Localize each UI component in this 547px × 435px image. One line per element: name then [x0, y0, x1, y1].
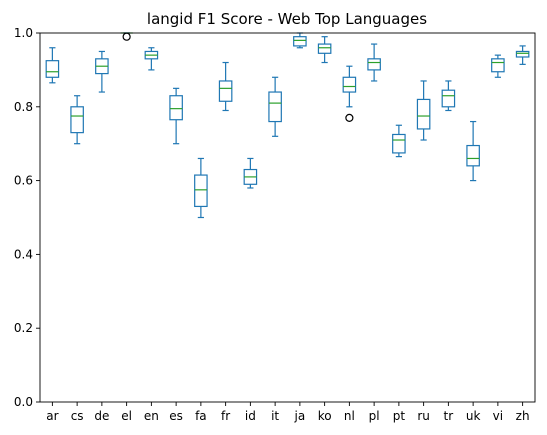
box-iqr: [218, 80, 233, 102]
y-tick-label: 0.6: [14, 174, 33, 188]
plot-area: [45, 32, 530, 219]
y-tick-label: 0.0: [14, 395, 33, 409]
box-group-pl: [367, 43, 381, 82]
box-iqr: [367, 58, 381, 71]
box-iqr: [293, 36, 307, 47]
box-group-ar: [45, 47, 60, 84]
y-tick-label: 0.8: [14, 100, 33, 114]
chart-title: langid F1 Score - Web Top Languages: [147, 10, 427, 28]
box-group-fa: [194, 157, 208, 219]
x-tick-label: tr: [444, 409, 454, 423]
box-iqr: [441, 89, 456, 108]
box-group-ru: [416, 80, 431, 141]
box-iqr: [268, 91, 282, 123]
x-tick-label: fr: [221, 409, 230, 423]
x-tick-label: pt: [393, 409, 406, 423]
x-tick-label: es: [169, 409, 183, 423]
box-group-en: [144, 47, 159, 71]
x-axis: ar cs de el en es fa fr id it ja ko nl pl pt ru tr uk vi zh: [46, 402, 530, 423]
x-tick-label: uk: [466, 409, 481, 423]
x-tick-label: ar: [46, 409, 58, 423]
outlier-point: [345, 113, 354, 122]
box-iqr: [466, 144, 480, 167]
x-tick-label: ru: [417, 409, 430, 423]
x-tick-label: it: [271, 409, 279, 423]
outlier-point: [122, 32, 131, 41]
x-tick-label: ja: [294, 409, 306, 423]
x-tick-label: en: [144, 409, 159, 423]
box-group-el: [120, 32, 133, 41]
box-group-es: [169, 87, 183, 145]
x-tick-label: nl: [344, 409, 355, 423]
box-iqr: [194, 174, 208, 208]
box-iqr: [491, 58, 505, 73]
x-tick-label: cs: [71, 409, 84, 423]
box-group-it: [268, 76, 282, 137]
x-tick-label: id: [245, 409, 256, 423]
y-tick-label: 0.4: [14, 247, 33, 261]
y-axis: 0.0 0.2 0.4 0.6 0.8 1.0: [14, 26, 40, 409]
box-iqr: [342, 76, 357, 93]
box-group-id: [243, 157, 258, 189]
x-tick-label: ko: [318, 409, 332, 423]
y-tick-label: 1.0: [14, 26, 33, 40]
box-iqr: [169, 95, 183, 121]
x-tick-label: fa: [195, 409, 207, 423]
box-iqr: [70, 106, 84, 134]
box-group-ja: [293, 32, 307, 49]
box-group-tr: [441, 80, 456, 112]
y-tick-label: 0.2: [14, 321, 33, 335]
axes-frame: [39, 32, 536, 403]
x-tick-label: vi: [493, 409, 503, 423]
box-group-vi: [491, 54, 505, 78]
box-group-zh: [515, 45, 530, 65]
box-group-nl: [342, 65, 357, 122]
box-iqr: [45, 60, 60, 78]
box-group-ko: [317, 36, 332, 64]
box-iqr: [392, 133, 406, 154]
box-iqr: [317, 43, 332, 54]
box-group-pt: [392, 124, 406, 158]
box-group-fr: [218, 61, 233, 112]
box-iqr: [416, 98, 431, 130]
box-group-cs: [70, 95, 84, 145]
x-tick-label: de: [94, 409, 109, 423]
x-tick-label: pl: [369, 409, 380, 423]
box-iqr: [515, 50, 530, 58]
box-group-de: [95, 50, 109, 93]
x-tick-label: zh: [516, 409, 530, 423]
x-tick-label: el: [121, 409, 132, 423]
box-group-uk: [466, 120, 480, 182]
